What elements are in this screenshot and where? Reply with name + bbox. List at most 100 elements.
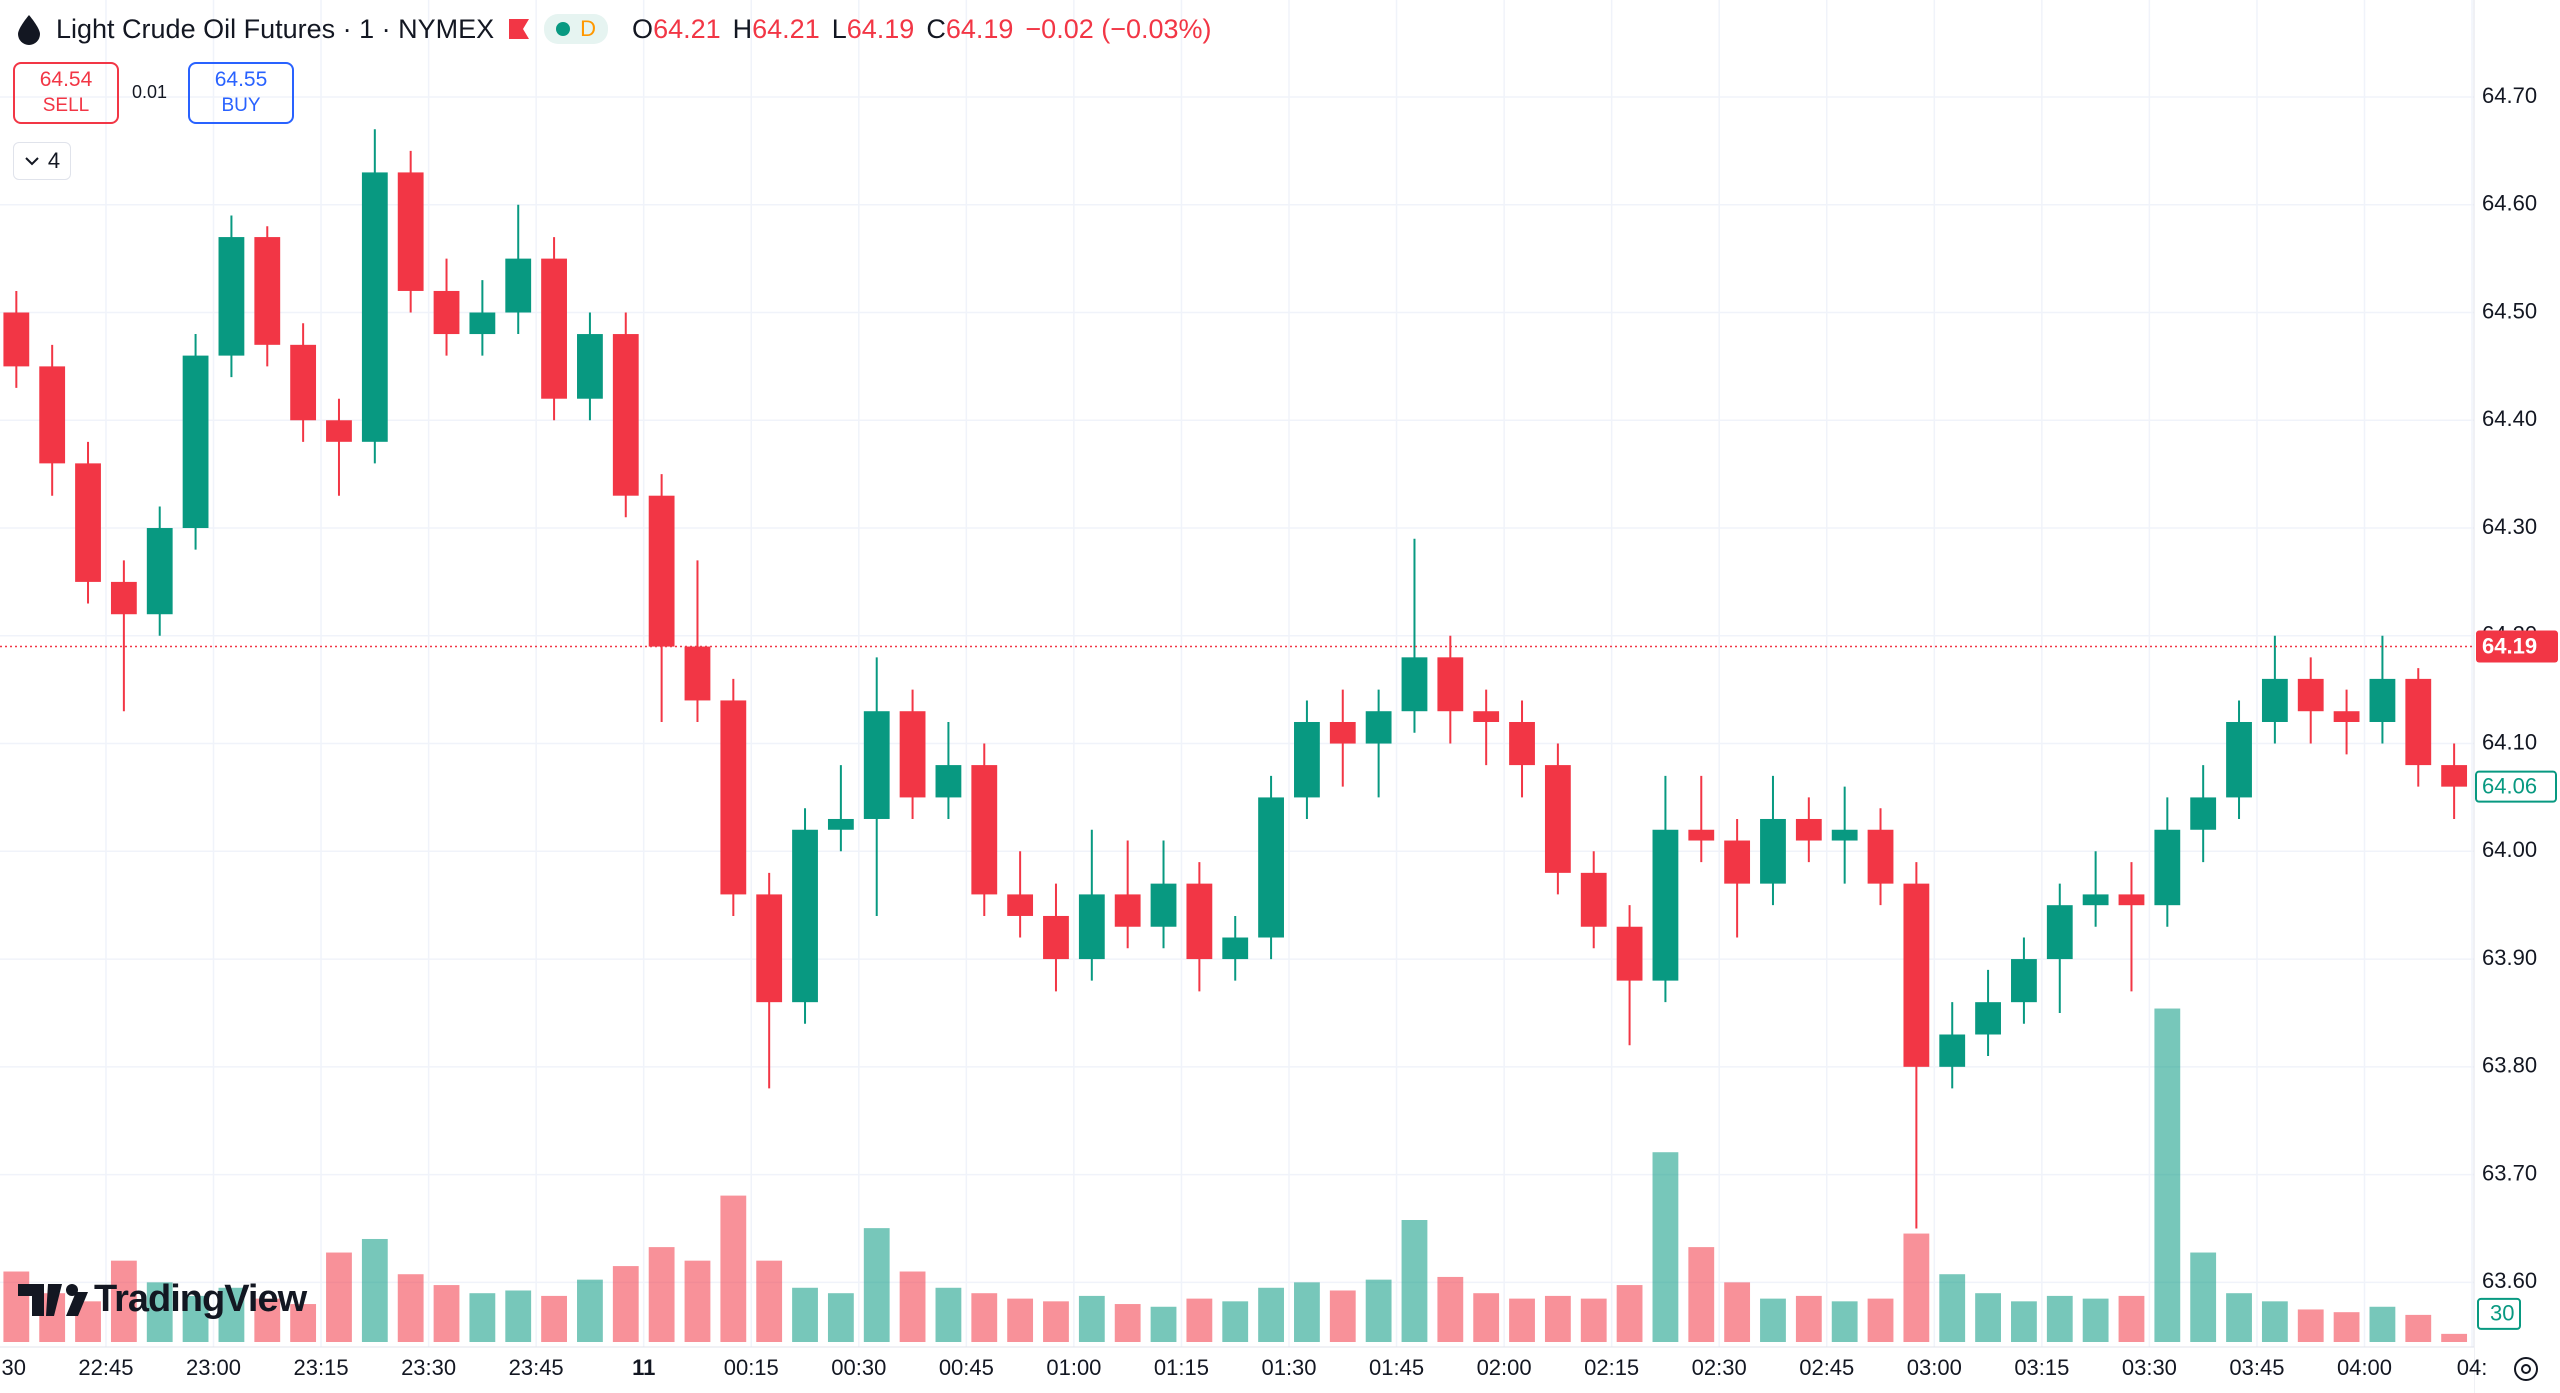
ohlc-value: 64.21 [653, 13, 721, 44]
symbol-title[interactable]: Light Crude Oil Futures · 1 · NYMEX [56, 13, 495, 44]
candle-body [1043, 915, 1069, 960]
volume-bar [577, 1279, 603, 1342]
candle [2082, 851, 2109, 927]
volume-bar [827, 1293, 854, 1342]
volume-bar [326, 1252, 352, 1342]
ohlc-key: L [831, 13, 847, 44]
volume-bar [397, 1274, 424, 1342]
candle [39, 344, 66, 496]
x-tick-label: 03:45 [2229, 1355, 2284, 1380]
volume-value-label: 30 [2490, 1301, 2514, 1326]
volume-bar [1544, 1295, 1571, 1342]
volume-value-box [2477, 1297, 2521, 1330]
candle-body [2046, 905, 2073, 960]
volume-bar [2190, 1252, 2217, 1342]
candle-body [827, 818, 854, 830]
candle [290, 323, 317, 442]
last-price-box [2476, 630, 2558, 663]
candle [397, 150, 424, 313]
candles [3, 129, 2468, 1229]
volume-bar [1007, 1298, 1034, 1342]
volume-bar [1939, 1274, 1966, 1342]
candle [648, 474, 675, 722]
candle [1365, 689, 1392, 798]
ohlc-key: C [926, 13, 946, 44]
candle-body [290, 344, 317, 421]
candle [1473, 689, 1500, 766]
candle-body [110, 581, 137, 615]
x-tick-label: 23:45 [509, 1355, 564, 1380]
volume-bar [110, 1260, 137, 1342]
volume-bar [2082, 1298, 2109, 1342]
volume-bar [899, 1271, 926, 1342]
candle-body [1258, 797, 1284, 938]
candle [254, 226, 281, 367]
candle [433, 258, 460, 356]
volume-bar [863, 1228, 890, 1342]
candle-body [899, 711, 926, 798]
x-tick-label: 02:15 [1584, 1355, 1639, 1380]
candle-body [218, 237, 245, 356]
candle [935, 721, 962, 819]
candle-body [2226, 721, 2252, 798]
candle [1401, 538, 1428, 733]
candle-body [1329, 721, 1356, 744]
candle-body [469, 312, 496, 335]
candle [2405, 668, 2432, 787]
volume-bar [648, 1247, 675, 1342]
candle [3, 290, 30, 388]
volume-bar [2405, 1314, 2432, 1342]
candle [577, 312, 603, 421]
settings-icon[interactable] [2514, 1357, 2538, 1381]
candle [2011, 937, 2037, 1024]
status-badge[interactable]: D [544, 14, 609, 44]
grid [0, 0, 2474, 1347]
candle-body [361, 172, 388, 442]
candle-body [756, 894, 783, 1003]
candle-body [541, 258, 567, 399]
candle [1580, 851, 1607, 949]
volume-bar [1258, 1287, 1284, 1342]
sell-button[interactable]: 64.54 SELL [13, 62, 119, 124]
candle [2333, 689, 2360, 755]
x-tick-label: 01:00 [1046, 1355, 1101, 1380]
volume-bar [1437, 1276, 1464, 1342]
x-tick-label: 23:30 [401, 1355, 456, 1380]
candle-body [146, 528, 173, 615]
candle-body [1652, 829, 1679, 981]
candle-body [1616, 926, 1643, 981]
x-tick-label: 02:30 [1692, 1355, 1747, 1380]
candle [1795, 797, 1822, 863]
candle-body [1903, 883, 1930, 1067]
candle-body [2441, 765, 2468, 787]
candle [612, 312, 639, 518]
volume-bar [756, 1260, 783, 1342]
candle [1975, 969, 2001, 1057]
candle-body [2082, 894, 2109, 906]
flag-icon[interactable] [506, 16, 532, 42]
y-tick-label: 64.10 [2482, 729, 2537, 754]
indicators-toggle[interactable]: 4 [13, 142, 71, 180]
volume-bar [290, 1304, 317, 1342]
candle [110, 560, 137, 712]
candle-body [75, 463, 101, 582]
brand-logo[interactable]: TradingView [18, 1278, 307, 1321]
candle [541, 237, 567, 421]
x-tick-label: 01:45 [1369, 1355, 1424, 1380]
volume-bar [1760, 1298, 1786, 1342]
candle [1544, 743, 1571, 895]
candle-body [1150, 883, 1177, 927]
volume-bar [541, 1295, 567, 1342]
y-tick-label: 64.30 [2482, 514, 2537, 539]
candle [1509, 700, 1535, 798]
volume-bar [182, 1295, 209, 1342]
candle-body [684, 646, 711, 701]
x-tick-label: 00:30 [831, 1355, 886, 1380]
candle [1258, 775, 1284, 960]
candle-body [1939, 1034, 1966, 1067]
x-tick-label: 03:00 [1907, 1355, 1962, 1380]
candle [1437, 635, 1464, 744]
x-tick-label: 22:45 [78, 1355, 133, 1380]
x-tick-label: 23:00 [186, 1355, 241, 1380]
buy-button[interactable]: 64.55 BUY [188, 62, 294, 124]
